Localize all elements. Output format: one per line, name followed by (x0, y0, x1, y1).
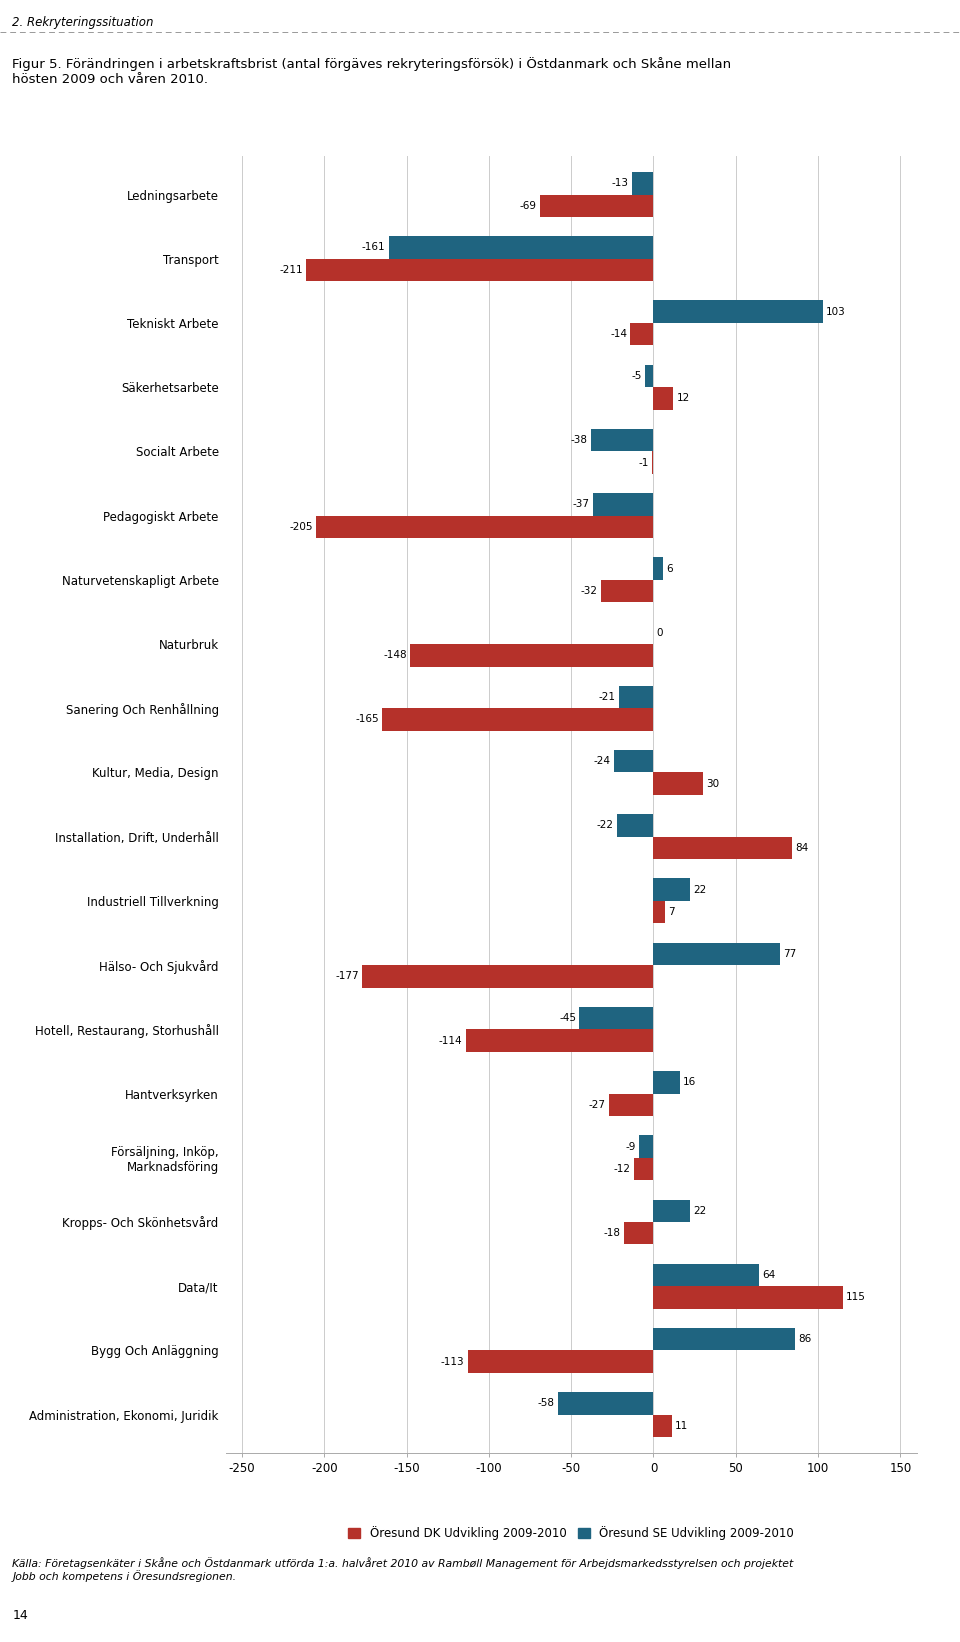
Bar (645, 365, 654, 388)
Text: Källa: Företagsenkäter i Skåne och Östdanmark utförda 1:a. halvåret 2010 av Ramb: Källa: Företagsenkäter i Skåne och Östda… (12, 1557, 794, 1583)
Text: -45: -45 (559, 1013, 576, 1023)
Bar (654, 557, 663, 580)
Text: 12: 12 (677, 394, 690, 404)
Text: -9: -9 (625, 1141, 636, 1151)
Text: 103: 103 (827, 307, 846, 317)
Bar (614, 750, 654, 772)
Bar (362, 965, 654, 987)
Text: -12: -12 (613, 1164, 631, 1174)
Text: -69: -69 (519, 200, 537, 210)
Bar (654, 300, 823, 323)
Text: -114: -114 (439, 1036, 463, 1046)
Bar (634, 1158, 654, 1181)
Text: -14: -14 (611, 328, 627, 340)
Bar (617, 814, 654, 837)
Bar (410, 644, 654, 667)
Bar (624, 1222, 654, 1245)
Text: 77: 77 (783, 949, 797, 959)
Text: -37: -37 (572, 499, 589, 509)
Text: -205: -205 (289, 522, 313, 532)
Text: -161: -161 (362, 243, 385, 253)
Text: 6: 6 (666, 563, 673, 573)
Bar (654, 772, 703, 795)
Text: 115: 115 (846, 1292, 866, 1302)
Text: -165: -165 (355, 714, 378, 724)
Text: -32: -32 (581, 586, 597, 596)
Bar (638, 1135, 654, 1158)
Bar (466, 1030, 654, 1053)
Text: -22: -22 (597, 821, 614, 831)
Text: -38: -38 (570, 435, 588, 445)
Text: -1: -1 (638, 458, 649, 468)
Text: 11: 11 (675, 1420, 688, 1430)
Text: -24: -24 (593, 757, 611, 767)
Text: 22: 22 (693, 1205, 707, 1215)
Text: -58: -58 (538, 1399, 555, 1409)
Bar (654, 388, 673, 409)
Bar (540, 194, 654, 217)
Text: 86: 86 (799, 1335, 811, 1345)
Bar (591, 429, 654, 452)
Bar (601, 580, 654, 603)
Text: -27: -27 (588, 1100, 606, 1110)
Bar (558, 1392, 654, 1415)
Text: -113: -113 (441, 1356, 465, 1366)
Bar (619, 686, 654, 708)
Text: 22: 22 (693, 885, 707, 895)
Text: 14: 14 (12, 1609, 28, 1622)
Bar (632, 172, 654, 194)
Bar (316, 516, 654, 539)
Bar (654, 1071, 680, 1094)
Legend: Öresund DK Udvikling 2009-2010, Öresund SE Udvikling 2009-2010: Öresund DK Udvikling 2009-2010, Öresund … (344, 1520, 799, 1545)
Bar (306, 259, 654, 281)
Text: -177: -177 (335, 972, 359, 982)
Bar (654, 878, 689, 901)
Text: -5: -5 (632, 371, 642, 381)
Text: 30: 30 (707, 778, 719, 788)
Text: -13: -13 (612, 179, 629, 189)
Text: 16: 16 (684, 1077, 696, 1087)
Bar (654, 901, 665, 923)
Bar (580, 1007, 654, 1030)
Text: Figur 5. Förändringen i arbetskraftsbrist (antal förgäves rekryteringsförsök) i : Figur 5. Förändringen i arbetskraftsbris… (12, 57, 732, 87)
Text: 7: 7 (668, 906, 675, 918)
Bar (609, 1094, 654, 1117)
Bar (654, 1286, 843, 1309)
Bar (654, 1264, 758, 1286)
Bar (382, 708, 654, 731)
Bar (654, 1200, 689, 1222)
Bar (654, 1328, 795, 1350)
Text: 0: 0 (657, 627, 663, 637)
Bar (468, 1350, 654, 1373)
Text: -18: -18 (604, 1228, 620, 1238)
Text: -148: -148 (383, 650, 407, 660)
Bar (654, 837, 792, 859)
Text: 64: 64 (762, 1269, 776, 1281)
Text: -21: -21 (599, 691, 615, 703)
Bar (654, 1415, 672, 1437)
Bar (631, 323, 654, 345)
Bar (592, 493, 654, 516)
Text: -211: -211 (279, 264, 303, 274)
Bar (389, 236, 654, 259)
Bar (654, 943, 780, 965)
Text: 2. Rekryteringssituation: 2. Rekryteringssituation (12, 15, 154, 28)
Bar (652, 452, 654, 475)
Text: 84: 84 (795, 842, 808, 852)
